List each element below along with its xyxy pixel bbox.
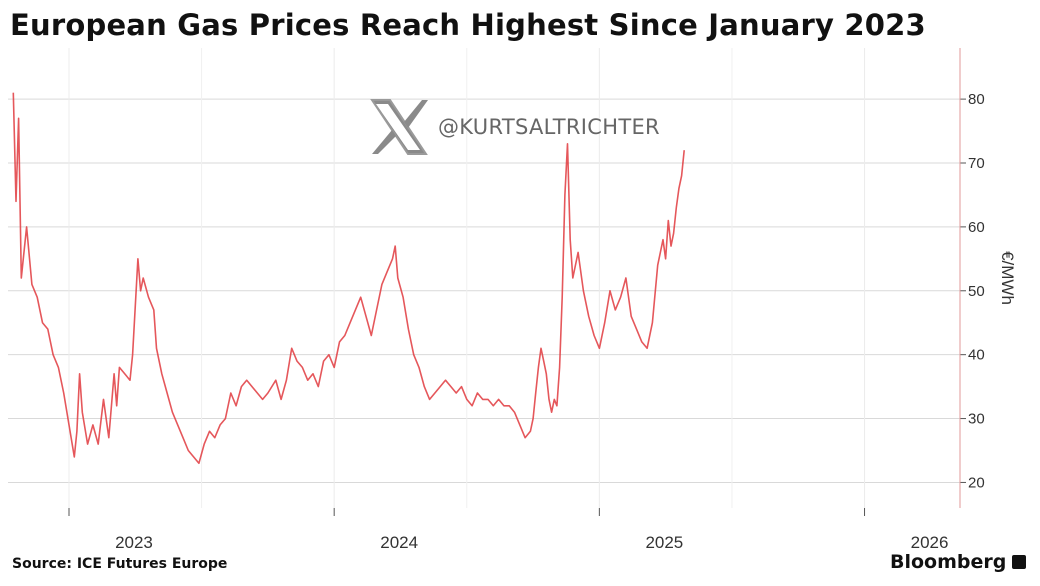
x-tick-label-2024: 2024 <box>380 533 418 552</box>
y-tick-label-20: 20 <box>968 474 985 491</box>
vertical-gridlines <box>68 48 866 516</box>
line-chart: 20 30 40 50 60 70 80 2023 2024 2025 2026 €/MWh <box>8 48 1017 552</box>
series-group <box>12 92 685 465</box>
y-tick-label-40: 40 <box>968 347 985 364</box>
y-tick-label-50: 50 <box>968 283 985 300</box>
y-tick-label-30: 30 <box>968 411 985 428</box>
y-tick-label-60: 60 <box>968 219 985 236</box>
y-tick-label-80: 80 <box>968 91 985 108</box>
y-axis-label: €/MWh <box>998 251 1017 305</box>
series-line-0 <box>12 92 685 465</box>
x-tick-label-2025: 2025 <box>645 533 683 552</box>
brand-label: Bloomberg <box>890 551 1007 573</box>
bloomberg-brand: Bloomberg <box>890 551 1027 573</box>
bloomberg-mark-icon <box>1012 555 1027 569</box>
x-tick-label-2023: 2023 <box>115 533 153 552</box>
y-tick-label-70: 70 <box>968 155 985 172</box>
x-tick-label-2026: 2026 <box>911 533 949 552</box>
y-tick-labels: 20 30 40 50 60 70 80 <box>968 91 985 491</box>
watermark: @KURTSALTRICHTER <box>368 96 660 158</box>
source-note: Source: ICE Futures Europe <box>12 556 228 572</box>
watermark-handle: @KURTSALTRICHTER <box>438 115 660 139</box>
x-logo-icon <box>370 99 428 155</box>
chart-title: European Gas Prices Reach Highest Since … <box>10 8 926 42</box>
x-tick-labels: 2023 2024 2025 2026 <box>115 533 948 552</box>
horizontal-gridlines <box>8 98 966 483</box>
